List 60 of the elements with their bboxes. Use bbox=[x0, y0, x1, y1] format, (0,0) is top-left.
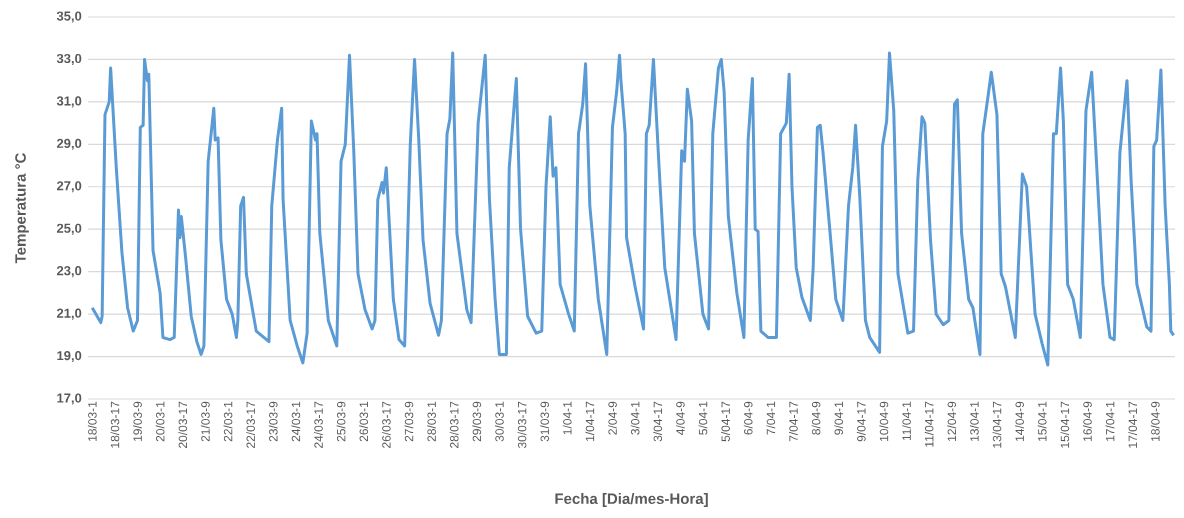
x-tick-label: 2/04-9 bbox=[608, 401, 617, 435]
x-tick-label: 30/03-1 bbox=[494, 401, 504, 442]
x-tick-label: 27/03-9 bbox=[404, 401, 414, 442]
x-tick-label: 23/03-9 bbox=[268, 401, 278, 442]
x-tick-label: 22/03-17 bbox=[246, 401, 255, 448]
y-tick-label: 23,0 bbox=[56, 266, 82, 278]
x-tick-label: 18/04-9 bbox=[1150, 401, 1160, 441]
x-tick-label: 30/03-17 bbox=[517, 401, 527, 449]
x-tick-label: 13/04-17 bbox=[992, 401, 1002, 448]
x-tick-label: 3/04-1 bbox=[630, 401, 640, 435]
x-tick-label: 4/04-9 bbox=[675, 401, 685, 435]
x-tick-label: 11/04-1 bbox=[902, 401, 911, 441]
x-tick-label: 24/03-1 bbox=[291, 401, 301, 442]
x-tick-label: 21/03-9 bbox=[200, 401, 210, 442]
y-tick-label: 17,0 bbox=[57, 393, 82, 405]
y-tick-label: 29,0 bbox=[56, 138, 82, 150]
x-tick-label: 19/03-9 bbox=[133, 401, 142, 441]
y-axis-title: Temperatura °C bbox=[15, 153, 29, 264]
x-tick-label: 17/04-1 bbox=[1105, 401, 1115, 441]
x-axis-title: Fecha [Dia/mes-Hora] bbox=[555, 493, 708, 507]
y-tick-label: 33,0 bbox=[56, 53, 82, 65]
x-tick-label: 29/03-9 bbox=[472, 401, 482, 442]
x-tick-label: 7/04-17 bbox=[788, 401, 798, 442]
x-tick-label: 8/04-9 bbox=[811, 401, 821, 435]
x-tick-label: 9/04-17 bbox=[856, 401, 866, 442]
x-tick-label: 10/04-9 bbox=[879, 401, 889, 441]
x-tick-label: 20/03-17 bbox=[178, 401, 188, 448]
x-tick-label: 12/04-9 bbox=[947, 401, 957, 441]
x-tick-label: 9/04-1 bbox=[834, 401, 844, 435]
x-tick-label: 26/03-17 bbox=[381, 401, 391, 448]
x-tick-label: 17/04-17 bbox=[1128, 401, 1138, 448]
x-tick-label: 5/04-1 bbox=[698, 401, 708, 435]
x-tick-label: 15/04-17 bbox=[1060, 401, 1070, 448]
x-tick-label: 3/04-17 bbox=[653, 401, 663, 442]
y-tick-label: 19,0 bbox=[57, 351, 82, 363]
x-tick-label: 26/03-1 bbox=[359, 401, 369, 442]
x-tick-label: 31/03-9 bbox=[540, 401, 549, 442]
x-tick-label: 7/04-1 bbox=[766, 401, 776, 435]
y-tick-label: 25,0 bbox=[56, 223, 82, 235]
y-tick-label: 27,0 bbox=[56, 181, 82, 193]
x-tick-label: 1/04-17 bbox=[585, 401, 595, 441]
x-tick-label: 24/03-17 bbox=[314, 401, 323, 448]
x-tick-label: 5/04-17 bbox=[721, 401, 730, 442]
x-tick-label: 16/04-9 bbox=[1083, 401, 1092, 441]
x-tick-label: 22/03-1 bbox=[223, 401, 233, 442]
x-tick-label: 18/03-17 bbox=[110, 401, 120, 448]
x-tick-label: 14/04-9 bbox=[1015, 401, 1024, 441]
x-tick-label: 28/03-17 bbox=[449, 401, 459, 448]
x-tick-label: 11/04-17 bbox=[924, 401, 934, 447]
x-tick-label: 13/04-1 bbox=[969, 401, 979, 441]
x-tick-label: 6/04-9 bbox=[743, 401, 753, 435]
x-tick-label: 28/03-1 bbox=[427, 401, 436, 442]
x-tick-label: 15/04-1 bbox=[1037, 401, 1047, 441]
x-tick-label: 20/03-1 bbox=[155, 401, 165, 442]
y-tick-label: 35,0 bbox=[56, 11, 82, 23]
y-tick-label: 31,0 bbox=[56, 96, 82, 108]
x-tick-label: 25/03-9 bbox=[336, 401, 346, 442]
y-tick-label: 21,0 bbox=[56, 308, 82, 320]
x-tick-label: 18/03-1 bbox=[87, 401, 97, 441]
x-tick-label: 1/04-1 bbox=[562, 401, 572, 435]
